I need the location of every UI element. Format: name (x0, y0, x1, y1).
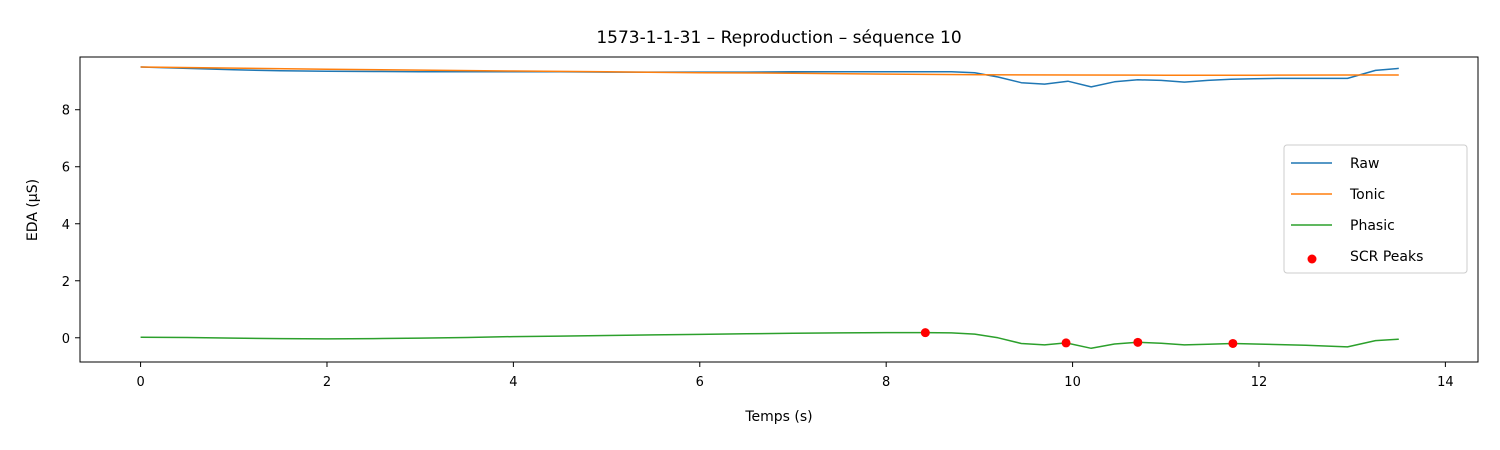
scr-peak-point (920, 328, 930, 338)
x-tick-label: 6 (696, 375, 704, 390)
scr-peak-point (1228, 338, 1238, 348)
scr-peak-point (1061, 338, 1071, 348)
series-line-phasic (140, 331, 1399, 350)
x-tick-label: 10 (1064, 375, 1081, 390)
x-tick-label: 4 (509, 375, 517, 390)
x-tick-label: 0 (136, 375, 144, 390)
legend-label: Tonic (1349, 187, 1385, 203)
y-tick-label: 2 (62, 275, 70, 290)
series-line-raw (140, 66, 1399, 88)
y-tick-label: 4 (62, 218, 70, 233)
legend: Raw Tonic Phasic SCR Peaks (1283, 144, 1468, 274)
x-tick-label: 8 (882, 375, 890, 390)
x-tick-label: 14 (1437, 375, 1454, 390)
x-tick-label: 2 (323, 375, 331, 390)
y-tick-label: 0 (62, 332, 70, 347)
legend-label: SCR Peaks (1350, 249, 1423, 265)
series-line-tonic (140, 66, 1399, 76)
legend-label: Phasic (1350, 218, 1395, 234)
x-tick-label: 12 (1251, 375, 1268, 390)
plot-frame (79, 56, 1479, 363)
y-axis: 0 2 4 6 8 (62, 104, 80, 347)
plot-area (140, 66, 1399, 350)
legend-swatch-scr-peaks (1307, 254, 1317, 264)
legend-label: Raw (1350, 156, 1379, 172)
y-axis-label: EDA (µS) (25, 179, 41, 241)
y-tick-label: 6 (62, 161, 70, 176)
x-axis-label: Temps (s) (744, 409, 812, 425)
y-tick-label: 8 (62, 104, 70, 119)
scr-peak-point (1133, 337, 1143, 347)
x-axis: 0 2 4 6 8 10 12 14 (136, 362, 1454, 390)
chart-title: 1573-1-1-31 – Reproduction – séquence 10 (596, 28, 961, 48)
legend-box (1283, 144, 1468, 274)
